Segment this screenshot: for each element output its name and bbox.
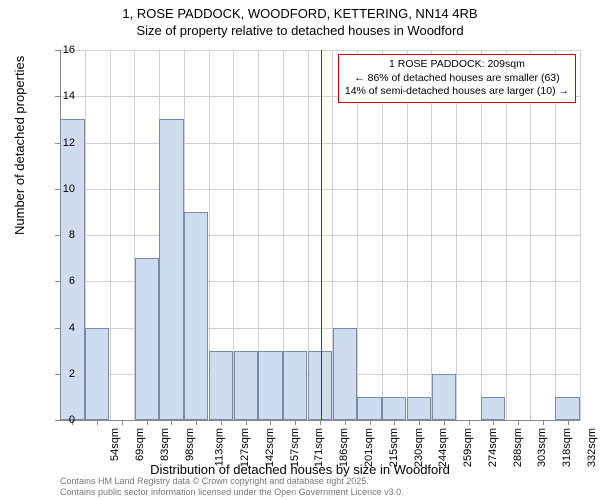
x-tick-label: 171sqm (314, 428, 326, 467)
histogram-bar (382, 397, 406, 420)
y-tick-label: 0 (50, 414, 75, 426)
y-tick-label: 10 (50, 183, 75, 195)
grid-line (60, 189, 580, 190)
grid-line (481, 50, 482, 420)
histogram-bar (283, 351, 307, 420)
chart-title: 1, ROSE PADDOCK, WOODFORD, KETTERING, NN… (0, 0, 600, 40)
x-tick-label: 127sqm (239, 428, 251, 467)
histogram-bar (85, 328, 109, 421)
title-line1: 1, ROSE PADDOCK, WOODFORD, KETTERING, NN… (0, 6, 600, 23)
grid-line (60, 143, 580, 144)
y-axis-label: Number of detached properties (12, 56, 27, 235)
y-tick-label: 16 (50, 44, 75, 56)
annotation-box: 1 ROSE PADDOCK: 209sqm← 86% of detached … (338, 54, 576, 103)
annotation-line: 1 ROSE PADDOCK: 209sqm (345, 58, 569, 72)
footer-line1: Contains HM Land Registry data © Crown c… (60, 476, 404, 487)
histogram-bar (432, 374, 456, 420)
grid-line (530, 50, 531, 420)
y-tick-label: 8 (50, 229, 75, 241)
histogram-bar (135, 258, 159, 420)
histogram-bar (407, 397, 431, 420)
y-tick-label: 4 (50, 322, 75, 334)
title-line2: Size of property relative to detached ho… (0, 23, 600, 40)
histogram-bar (234, 351, 258, 420)
grid-line (382, 50, 383, 420)
x-tick-label: 259sqm (462, 428, 474, 467)
x-tick-label: 201sqm (363, 428, 375, 467)
y-tick-label: 14 (50, 90, 75, 102)
x-tick-label: 230sqm (413, 428, 425, 467)
grid-line (555, 50, 556, 420)
grid-line (580, 50, 581, 420)
grid-line (60, 235, 580, 236)
histogram-bar (481, 397, 505, 420)
grid-line (431, 50, 432, 420)
grid-line (407, 50, 408, 420)
grid-line (456, 50, 457, 420)
x-axis (60, 420, 580, 421)
x-tick-label: 244sqm (437, 428, 449, 467)
annotation-line: ← 86% of detached houses are smaller (63… (345, 72, 569, 86)
y-tick-label: 2 (50, 368, 75, 380)
chart-area: 1 ROSE PADDOCK: 209sqm← 86% of detached … (60, 50, 580, 420)
x-tick-label: 288sqm (512, 428, 524, 467)
y-tick-label: 6 (50, 275, 75, 287)
x-tick-label: 318sqm (561, 428, 573, 467)
x-tick-label: 157sqm (289, 428, 301, 467)
x-tick-label: 69sqm (134, 428, 146, 461)
annotation-line: 14% of semi-detached houses are larger (… (345, 85, 569, 99)
grid-line (110, 50, 111, 420)
histogram-bar (159, 119, 183, 420)
footer-line2: Contains public sector information licen… (60, 487, 404, 498)
histogram-bar (555, 397, 579, 420)
x-tick-label: 274sqm (487, 428, 499, 467)
histogram-bar (209, 351, 233, 420)
x-tick-label: 303sqm (536, 428, 548, 467)
x-tick-label: 54sqm (109, 428, 121, 461)
x-tick-label: 98sqm (184, 428, 196, 461)
x-tick-label: 332sqm (586, 428, 598, 467)
x-tick-label: 142sqm (264, 428, 276, 467)
histogram-bar (184, 212, 208, 420)
y-tick-label: 12 (50, 137, 75, 149)
plot-region: 1 ROSE PADDOCK: 209sqm← 86% of detached … (60, 50, 580, 420)
x-tick-label: 215sqm (388, 428, 400, 467)
histogram-bar (308, 351, 332, 420)
grid-line (506, 50, 507, 420)
footer-attribution: Contains HM Land Registry data © Crown c… (60, 476, 404, 498)
marker-line (321, 50, 322, 420)
histogram-bar (258, 351, 282, 420)
grid-line (357, 50, 358, 420)
histogram-bar (357, 397, 381, 420)
x-tick-label: 186sqm (338, 428, 350, 467)
grid-line (60, 50, 580, 51)
histogram-bar (333, 328, 357, 421)
x-tick-label: 113sqm (214, 428, 226, 466)
x-tick-label: 83sqm (159, 428, 171, 461)
